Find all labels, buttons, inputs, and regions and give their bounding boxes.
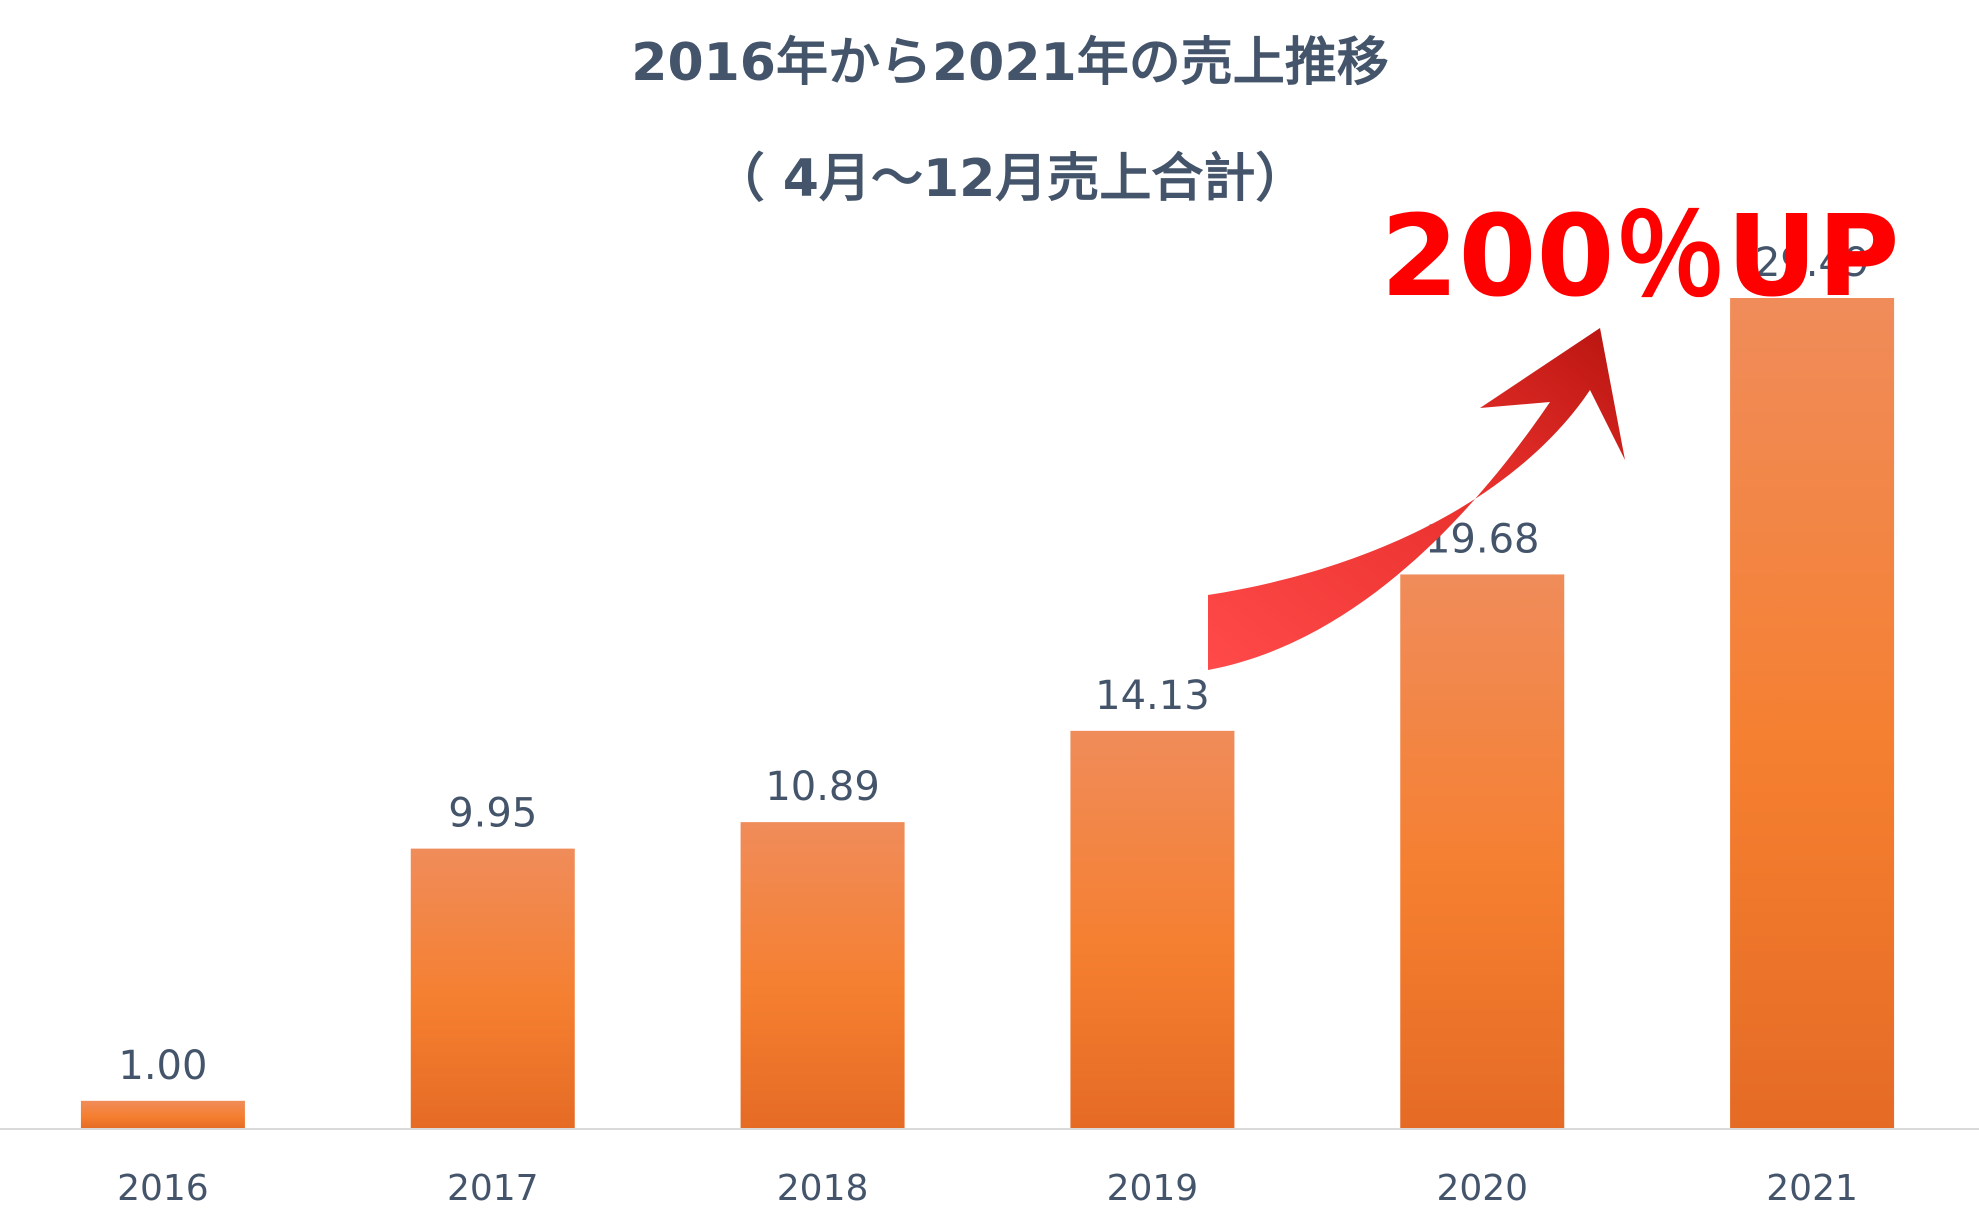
chart-subtitle: （ 4月～12月売上合計）	[713, 149, 1308, 209]
value-label-2019: 14.13	[1095, 673, 1210, 719]
x-tick-2018: 2018	[777, 1168, 869, 1209]
x-tick-2019: 2019	[1107, 1168, 1199, 1209]
bar-2020	[1400, 574, 1565, 1129]
value-label-2017: 9.95	[448, 791, 537, 837]
bar-2018	[740, 822, 905, 1129]
value-label-2018: 10.89	[765, 764, 880, 810]
bars-group	[80, 298, 1895, 1129]
x-tick-2017: 2017	[447, 1168, 539, 1209]
bar-2021	[1730, 298, 1895, 1129]
x-tick-labels-group: 2016 2017 2018 2019 2020 2021	[117, 1168, 1858, 1209]
x-tick-2021: 2021	[1766, 1168, 1858, 1209]
bar-2019	[1070, 730, 1235, 1129]
x-tick-2016: 2016	[117, 1168, 209, 1209]
x-tick-2020: 2020	[1436, 1168, 1528, 1209]
bar-2016	[80, 1100, 245, 1129]
bar-2017	[410, 848, 575, 1129]
growth-annotation: 200％UP	[1381, 192, 1900, 322]
chart-title: 2016年から2021年の売上推移	[631, 33, 1388, 93]
value-label-2021: 29.49	[1755, 240, 1870, 286]
growth-arrow-icon	[1208, 328, 1625, 670]
value-label-2016: 1.00	[118, 1043, 207, 1089]
